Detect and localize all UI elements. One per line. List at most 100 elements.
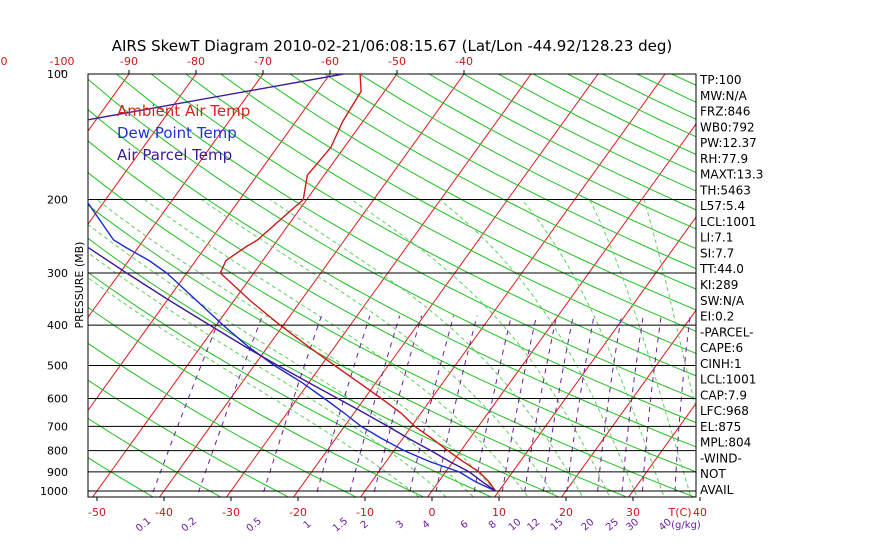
sidebar-index: CAPE:6 bbox=[700, 341, 743, 355]
pressure-tick-label: 900 bbox=[47, 466, 68, 479]
sidebar-index: LCL:1001 bbox=[700, 215, 756, 229]
dry-adiabat-line bbox=[324, 74, 696, 270]
sidebar-index: MPL:804 bbox=[700, 436, 751, 450]
isotherm-line bbox=[828, 65, 870, 500]
moist-adiabat-line bbox=[350, 199, 611, 497]
moist-adiabat-line bbox=[96, 199, 502, 497]
mixing-ratio-tick-label: 12 bbox=[525, 517, 542, 534]
isotherm-line bbox=[560, 309, 696, 497]
series-line bbox=[88, 74, 496, 492]
mixing-ratio-tick-label: 0.2 bbox=[180, 516, 199, 535]
isotherm-line bbox=[426, 123, 696, 497]
top-tick-label: -70 bbox=[254, 55, 272, 68]
isotherm-line bbox=[88, 74, 197, 225]
sidebar-index: MAXT:13.3 bbox=[700, 168, 763, 182]
sidebar-index: TP:100 bbox=[699, 73, 742, 87]
dry-adiabat-line bbox=[498, 74, 696, 174]
top-tick-label: -100 bbox=[50, 55, 75, 68]
mixing-ratio-tick-label: 30 bbox=[624, 517, 641, 534]
sidebar-index: KI:289 bbox=[700, 278, 738, 292]
mixing-ratio-line bbox=[596, 315, 622, 497]
moist-adiabat-line bbox=[201, 199, 557, 497]
top-tick-label: -80 bbox=[187, 55, 205, 68]
mixing-ratio-tick-label: 8 bbox=[487, 519, 499, 532]
mixing-ratio-line bbox=[674, 315, 691, 497]
legend-entry: Air Parcel Temp bbox=[117, 146, 232, 164]
dry-adiabat-line bbox=[88, 109, 696, 448]
sidebar-index: -PARCEL- bbox=[700, 325, 754, 339]
sidebar-index: RH:77.9 bbox=[700, 152, 748, 166]
mixing-ratio-tick-label: 10 bbox=[507, 517, 524, 534]
dry-adiabat-line bbox=[289, 74, 696, 290]
sidebar-index: SI:7.7 bbox=[700, 247, 734, 261]
mixing-ratio-line bbox=[261, 315, 322, 497]
isotherm-line bbox=[225, 74, 532, 497]
top-tick-label: -90 bbox=[120, 55, 138, 68]
mixing-ratio-tick-label: 20 bbox=[580, 517, 597, 534]
plot-frame bbox=[87, 73, 697, 498]
pressure-tick-label: 200 bbox=[47, 194, 68, 207]
sounding-series bbox=[88, 74, 497, 492]
sidebar-index: LCL:1001 bbox=[700, 373, 756, 387]
isotherm-line bbox=[158, 74, 465, 497]
bottom-tick-label: -30 bbox=[222, 506, 240, 519]
bottom-temperature-tick-labels: -50 -40 -30 -20 -10 0 10 20 30 40 bbox=[88, 497, 707, 519]
moist-adiabat-line bbox=[643, 199, 696, 412]
pressure-tick-labels: 100 200 300 400 500 600 700 800 900 1000 bbox=[40, 68, 68, 498]
series-line bbox=[219, 74, 497, 492]
dry-adiabat-line bbox=[116, 74, 696, 400]
mixing-ratio-line bbox=[641, 315, 662, 497]
sidebar-index: FRZ:846 bbox=[700, 105, 750, 119]
dry-adiabat-line bbox=[150, 74, 696, 377]
moist-adiabat-line bbox=[144, 199, 529, 497]
sidebar-index: LFC:968 bbox=[700, 404, 749, 418]
chart-title: AIRS SkewT Diagram 2010-02-21/06:08:15.6… bbox=[112, 37, 673, 55]
dry-adiabat-line bbox=[220, 74, 696, 332]
mixing-ratio-line bbox=[434, 315, 478, 497]
isotherm-line bbox=[88, 74, 264, 319]
mixing-ratio-line bbox=[500, 315, 537, 497]
top-temperature-tick-labels: -120-110-100-90-80-70-60-50-40 bbox=[0, 55, 473, 74]
dry-adiabat-line bbox=[88, 204, 628, 497]
sidebar-index: TT:44.0 bbox=[699, 262, 744, 276]
bottom-tick-label: -50 bbox=[88, 506, 106, 519]
temperature-unit-label: T(C) bbox=[668, 506, 692, 519]
sidebar-index: WB0:792 bbox=[700, 120, 755, 134]
dry-adiabat-line bbox=[428, 74, 696, 211]
mixing-ratio-tick-label: 4 bbox=[421, 519, 433, 532]
pressure-tick-label: 600 bbox=[47, 393, 68, 406]
legend-entry: Ambient Air Temp bbox=[117, 102, 250, 120]
pressure-tick-label: 300 bbox=[47, 267, 68, 280]
sidebar-index: TH:5463 bbox=[699, 183, 751, 197]
mixing-ratio-line bbox=[372, 315, 423, 497]
mixing-ratio-tick-labels: 0.1 0.2 0.5 1 1.5 2 3 4 6 8 10 12 15 20 25 30 40 bbox=[134, 516, 674, 535]
mixing-ratio-line bbox=[348, 315, 401, 497]
mixing-ratio-tick-label: 1 bbox=[302, 519, 314, 532]
top-tick-label: -60 bbox=[321, 55, 339, 68]
mixing-ratio-line bbox=[565, 315, 595, 497]
sidebar-index: -WIND- bbox=[700, 452, 742, 466]
dry-adiabat-line bbox=[88, 140, 696, 473]
moist-adiabat-line bbox=[88, 223, 475, 497]
bottom-tick-label: -20 bbox=[289, 506, 307, 519]
sidebar-index: AVAIL bbox=[700, 483, 734, 497]
y-axis-label: PRESSURE (MB) bbox=[73, 242, 86, 329]
mixing-ratio-line bbox=[472, 315, 512, 497]
bottom-tick-label: -10 bbox=[356, 506, 374, 519]
mixing-ratio-tick-label: 2 bbox=[359, 519, 371, 532]
isotherm-line bbox=[0, 65, 2, 500]
series-line bbox=[88, 201, 496, 492]
dry-adiabat-line bbox=[393, 74, 696, 230]
sidebar-index: NOT bbox=[700, 467, 726, 481]
legend: Ambient Air Temp Dew Point Temp Air Parcel… bbox=[117, 102, 250, 164]
mixing-ratio-tick-label: 0.5 bbox=[245, 516, 264, 535]
sidebar-index: PW:12.37 bbox=[700, 136, 757, 150]
bottom-tick-label: -40 bbox=[155, 506, 173, 519]
bottom-tick-label: 0 bbox=[429, 506, 436, 519]
isotherm-line bbox=[493, 216, 696, 497]
isobar-lines bbox=[87, 73, 697, 498]
pressure-tick-label: 1000 bbox=[40, 485, 68, 498]
bottom-tick-label: 20 bbox=[559, 506, 573, 519]
legend-entry: Dew Point Temp bbox=[117, 124, 237, 142]
